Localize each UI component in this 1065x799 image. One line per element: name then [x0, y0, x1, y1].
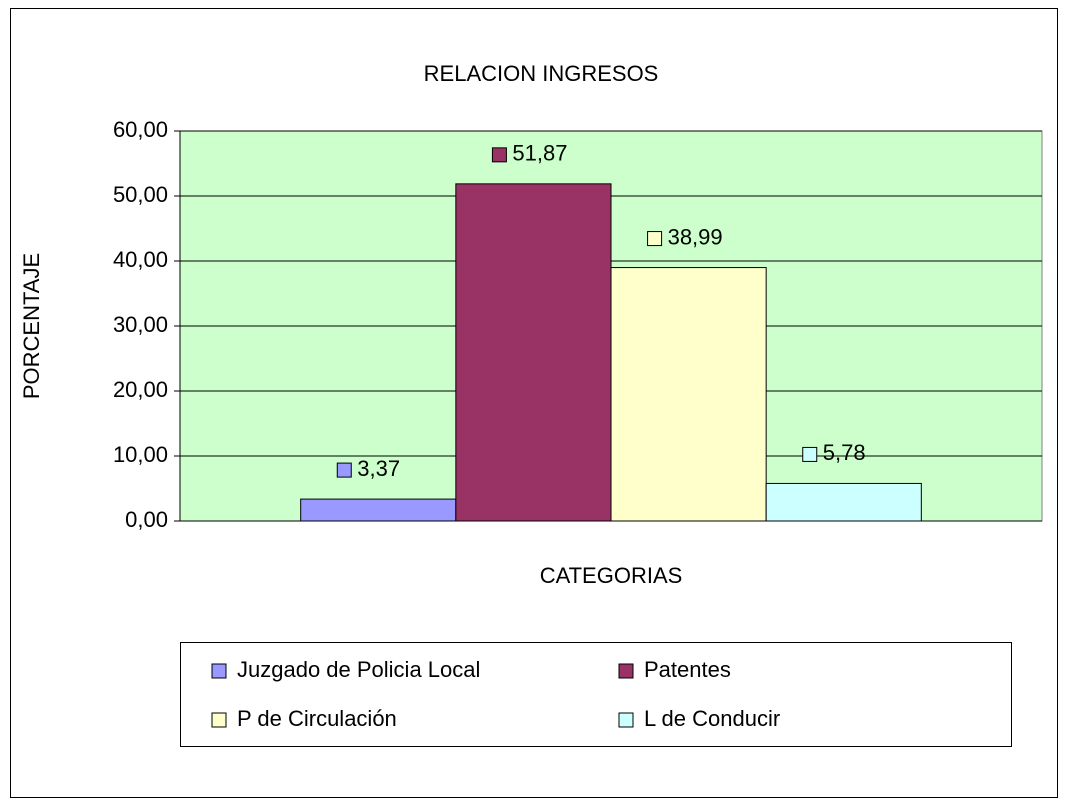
bar [610, 267, 767, 522]
y-tick-label: 20,00 [113, 377, 168, 402]
chart-title: RELACION INGRESOS [424, 61, 659, 86]
data-label: 5,78 [823, 440, 866, 465]
bar [455, 183, 612, 522]
y-tick-label: 0,00 [125, 507, 168, 532]
bar [765, 482, 922, 522]
legend-label: Patentes [644, 657, 731, 682]
legend-box [180, 642, 1012, 747]
legend-swatch [211, 712, 227, 728]
y-tick-label: 30,00 [113, 312, 168, 337]
data-label-key [491, 147, 507, 163]
legend-swatch [618, 663, 634, 679]
legend-swatch [618, 712, 634, 728]
y-tick-label: 40,00 [113, 247, 168, 272]
data-label-key [647, 231, 663, 247]
legend-label: Juzgado de Policia Local [237, 657, 480, 682]
legend-label: L de Conducir [644, 706, 780, 731]
data-label-key [336, 462, 352, 478]
y-tick-label: 10,00 [113, 442, 168, 467]
bar [300, 498, 457, 522]
y-tick-label: 60,00 [113, 117, 168, 142]
data-label: 38,99 [668, 224, 723, 249]
data-label: 3,37 [357, 456, 400, 481]
y-tick-label: 50,00 [113, 182, 168, 207]
data-label: 51,87 [512, 141, 567, 166]
x-axis-label: CATEGORIAS [540, 563, 683, 588]
y-axis-label: PORCENTAJE [19, 253, 44, 399]
legend-label: P de Circulación [237, 706, 397, 731]
legend-swatch [211, 663, 227, 679]
data-label-key [802, 446, 818, 462]
